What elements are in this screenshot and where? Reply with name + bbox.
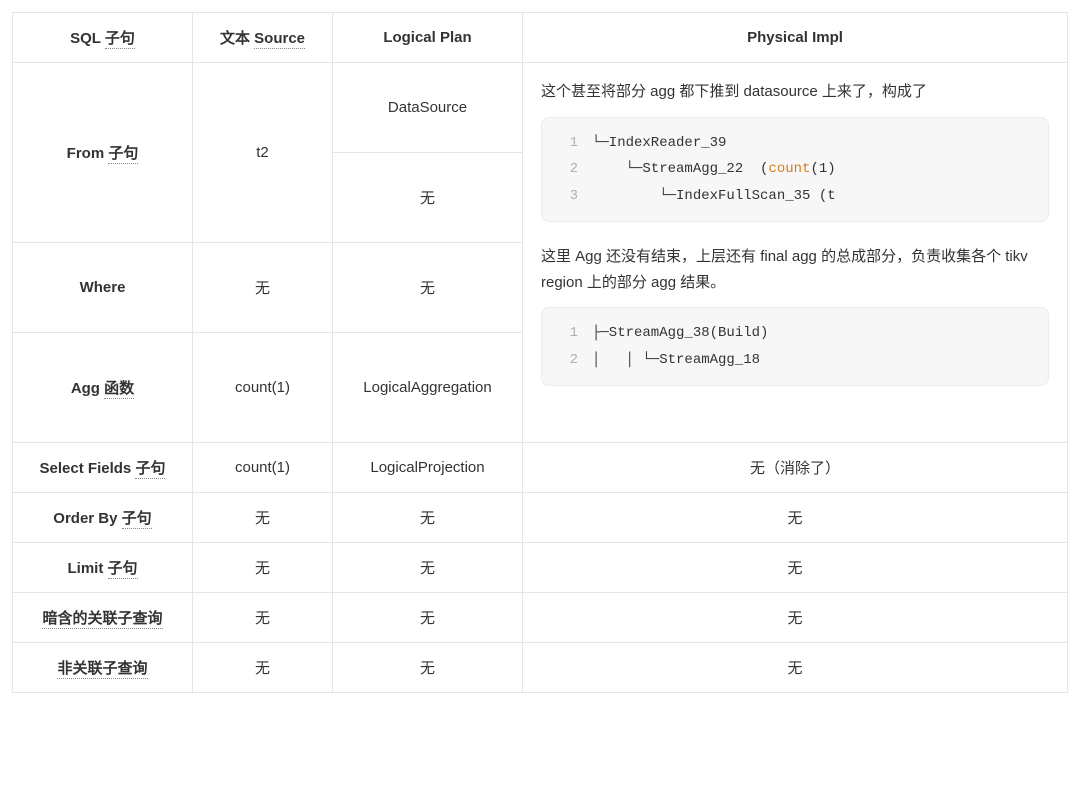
table-row-orderby: Order By 子句 无 无 无 <box>13 493 1068 543</box>
row-corr-source: 无 <box>193 593 333 643</box>
row-limit-source: 无 <box>193 543 333 593</box>
table-row-limit: Limit 子句 无 无 无 <box>13 543 1068 593</box>
row-from-plan-none: 无 <box>333 153 523 243</box>
row-select-plan: LogicalProjection <box>333 443 523 493</box>
phys-text-1: 这个甚至将部分 agg 都下推到 datasource 上来了，构成了 <box>541 79 1049 105</box>
table-row-from-1: From 子句 t2 DataSource 这个甚至将部分 agg 都下推到 d… <box>13 63 1068 153</box>
row-agg-label: Agg 函数 <box>13 333 193 443</box>
row-noncorr-plan: 无 <box>333 643 523 693</box>
row-from-source: t2 <box>193 63 333 243</box>
physical-impl-block: 这个甚至将部分 agg 都下推到 datasource 上来了，构成了 1└─I… <box>523 63 1068 443</box>
code-block-2: 1├─StreamAgg_38(Build) 2│ │ └─StreamAgg_… <box>541 307 1049 386</box>
row-select-source: count(1) <box>193 443 333 493</box>
row-corr-label: 暗含的关联子查询 <box>13 593 193 643</box>
row-where-plan: 无 <box>333 243 523 333</box>
table-row-select: Select Fields 子句 count(1) LogicalProject… <box>13 443 1068 493</box>
row-limit-phys: 无 <box>523 543 1068 593</box>
row-from-plan-datasource: DataSource <box>333 63 523 153</box>
table-row-correlated: 暗含的关联子查询 无 无 无 <box>13 593 1068 643</box>
header-sql-clause: SQL 子句 <box>13 13 193 63</box>
row-limit-plan: 无 <box>333 543 523 593</box>
row-orderby-plan: 无 <box>333 493 523 543</box>
header-logical-plan: Logical Plan <box>333 13 523 63</box>
table-header-row: SQL 子句 文本 Source Logical Plan Physical I… <box>13 13 1068 63</box>
row-select-phys: 无（消除了） <box>523 443 1068 493</box>
row-corr-phys: 无 <box>523 593 1068 643</box>
row-noncorr-source: 无 <box>193 643 333 693</box>
row-where-source: 无 <box>193 243 333 333</box>
code-block-1: 1└─IndexReader_39 2 └─StreamAgg_22 (coun… <box>541 117 1049 223</box>
row-orderby-source: 无 <box>193 493 333 543</box>
header-physical-impl: Physical Impl <box>523 13 1068 63</box>
table-row-noncorrelated: 非关联子查询 无 无 无 <box>13 643 1068 693</box>
phys-text-2: 这里 Agg 还没有结束，上层还有 final agg 的总成部分，负责收集各个… <box>541 244 1049 295</box>
row-select-label: Select Fields 子句 <box>13 443 193 493</box>
row-limit-label: Limit 子句 <box>13 543 193 593</box>
row-orderby-phys: 无 <box>523 493 1068 543</box>
row-agg-plan: LogicalAggregation <box>333 333 523 443</box>
row-orderby-label: Order By 子句 <box>13 493 193 543</box>
row-noncorr-phys: 无 <box>523 643 1068 693</box>
row-corr-plan: 无 <box>333 593 523 643</box>
row-noncorr-label: 非关联子查询 <box>13 643 193 693</box>
row-where-label: Where <box>13 243 193 333</box>
header-source: 文本 Source <box>193 13 333 63</box>
row-agg-source: count(1) <box>193 333 333 443</box>
row-from-label: From 子句 <box>13 63 193 243</box>
sql-plan-table: SQL 子句 文本 Source Logical Plan Physical I… <box>12 12 1068 693</box>
